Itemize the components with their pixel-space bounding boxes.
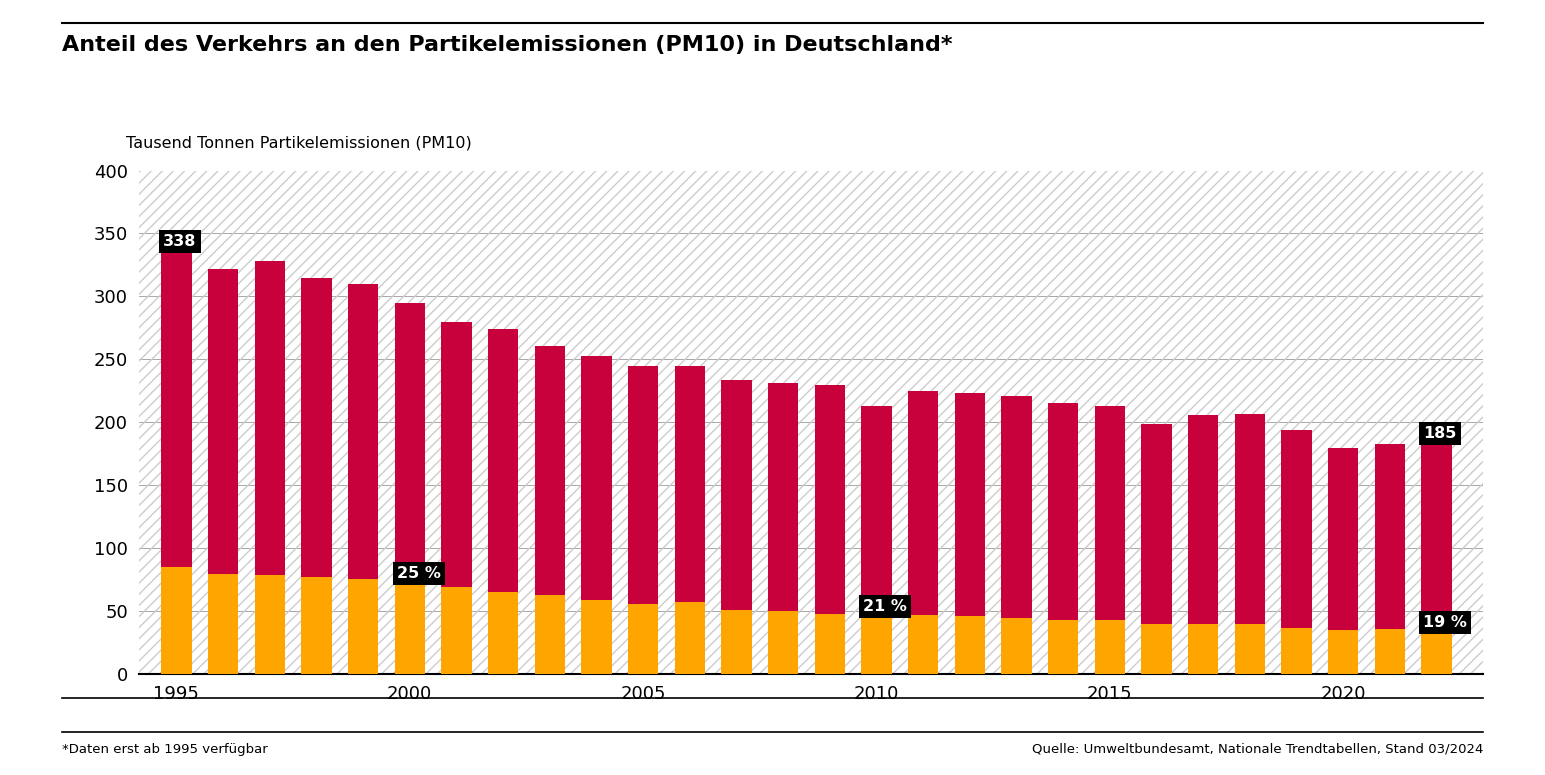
Bar — [908, 391, 938, 674]
Bar — [722, 380, 751, 674]
Bar — [1188, 624, 1219, 674]
Bar — [814, 384, 845, 674]
Bar — [301, 277, 332, 674]
Bar — [535, 595, 565, 674]
Bar — [1281, 430, 1312, 674]
Bar — [1421, 630, 1452, 674]
Bar — [1142, 624, 1171, 674]
Bar — [861, 614, 891, 674]
Bar — [348, 284, 379, 674]
Bar — [1421, 441, 1452, 674]
Bar — [442, 322, 471, 674]
Bar — [1095, 620, 1125, 674]
Bar — [255, 575, 284, 674]
Bar — [1001, 396, 1032, 674]
Bar — [955, 616, 986, 674]
Bar — [394, 303, 425, 674]
Bar — [394, 581, 425, 674]
Bar — [209, 269, 238, 674]
Bar — [722, 610, 751, 674]
Bar — [1048, 620, 1078, 674]
Text: 25 %: 25 % — [397, 566, 440, 581]
Bar — [209, 574, 238, 674]
Text: 338: 338 — [164, 233, 196, 249]
Bar — [1281, 628, 1312, 674]
Bar — [1048, 404, 1078, 674]
Bar — [535, 346, 565, 674]
Bar — [675, 602, 705, 674]
Bar — [627, 604, 658, 674]
Bar — [908, 615, 938, 674]
Bar — [255, 261, 284, 674]
Text: Tausend Tonnen Partikelemissionen (PM10): Tausend Tonnen Partikelemissionen (PM10) — [125, 136, 471, 150]
Bar — [1375, 444, 1404, 674]
Bar — [627, 366, 658, 674]
Text: Quelle: Umweltbundesamt, Nationale Trendtabellen, Stand 03/2024: Quelle: Umweltbundesamt, Nationale Trend… — [1032, 742, 1483, 756]
Bar — [348, 578, 379, 674]
Bar — [442, 587, 471, 674]
Text: 21 %: 21 % — [864, 599, 907, 614]
Bar — [301, 577, 332, 674]
Bar — [488, 329, 518, 674]
Text: 185: 185 — [1423, 426, 1457, 441]
Bar — [1329, 630, 1358, 674]
Bar — [1234, 624, 1265, 674]
Bar — [861, 406, 891, 674]
Bar — [161, 567, 192, 674]
Bar — [1329, 448, 1358, 674]
Bar — [1095, 406, 1125, 674]
Bar — [955, 394, 986, 674]
Bar — [581, 600, 612, 674]
Bar — [488, 592, 518, 674]
Bar — [768, 611, 799, 674]
Text: *Daten erst ab 1995 verfügbar: *Daten erst ab 1995 verfügbar — [62, 742, 267, 756]
Bar — [814, 614, 845, 674]
Bar — [1142, 424, 1171, 674]
Bar — [1375, 629, 1404, 674]
Bar — [161, 249, 192, 674]
Bar — [581, 356, 612, 674]
Bar — [1001, 618, 1032, 674]
Text: Anteil des Verkehrs an den Partikelemissionen (PM10) in Deutschland*: Anteil des Verkehrs an den Partikelemiss… — [62, 35, 952, 55]
Bar — [1188, 415, 1219, 674]
Text: 19 %: 19 % — [1423, 615, 1468, 630]
Bar — [675, 366, 705, 674]
Bar — [768, 384, 799, 674]
Bar — [1234, 414, 1265, 674]
